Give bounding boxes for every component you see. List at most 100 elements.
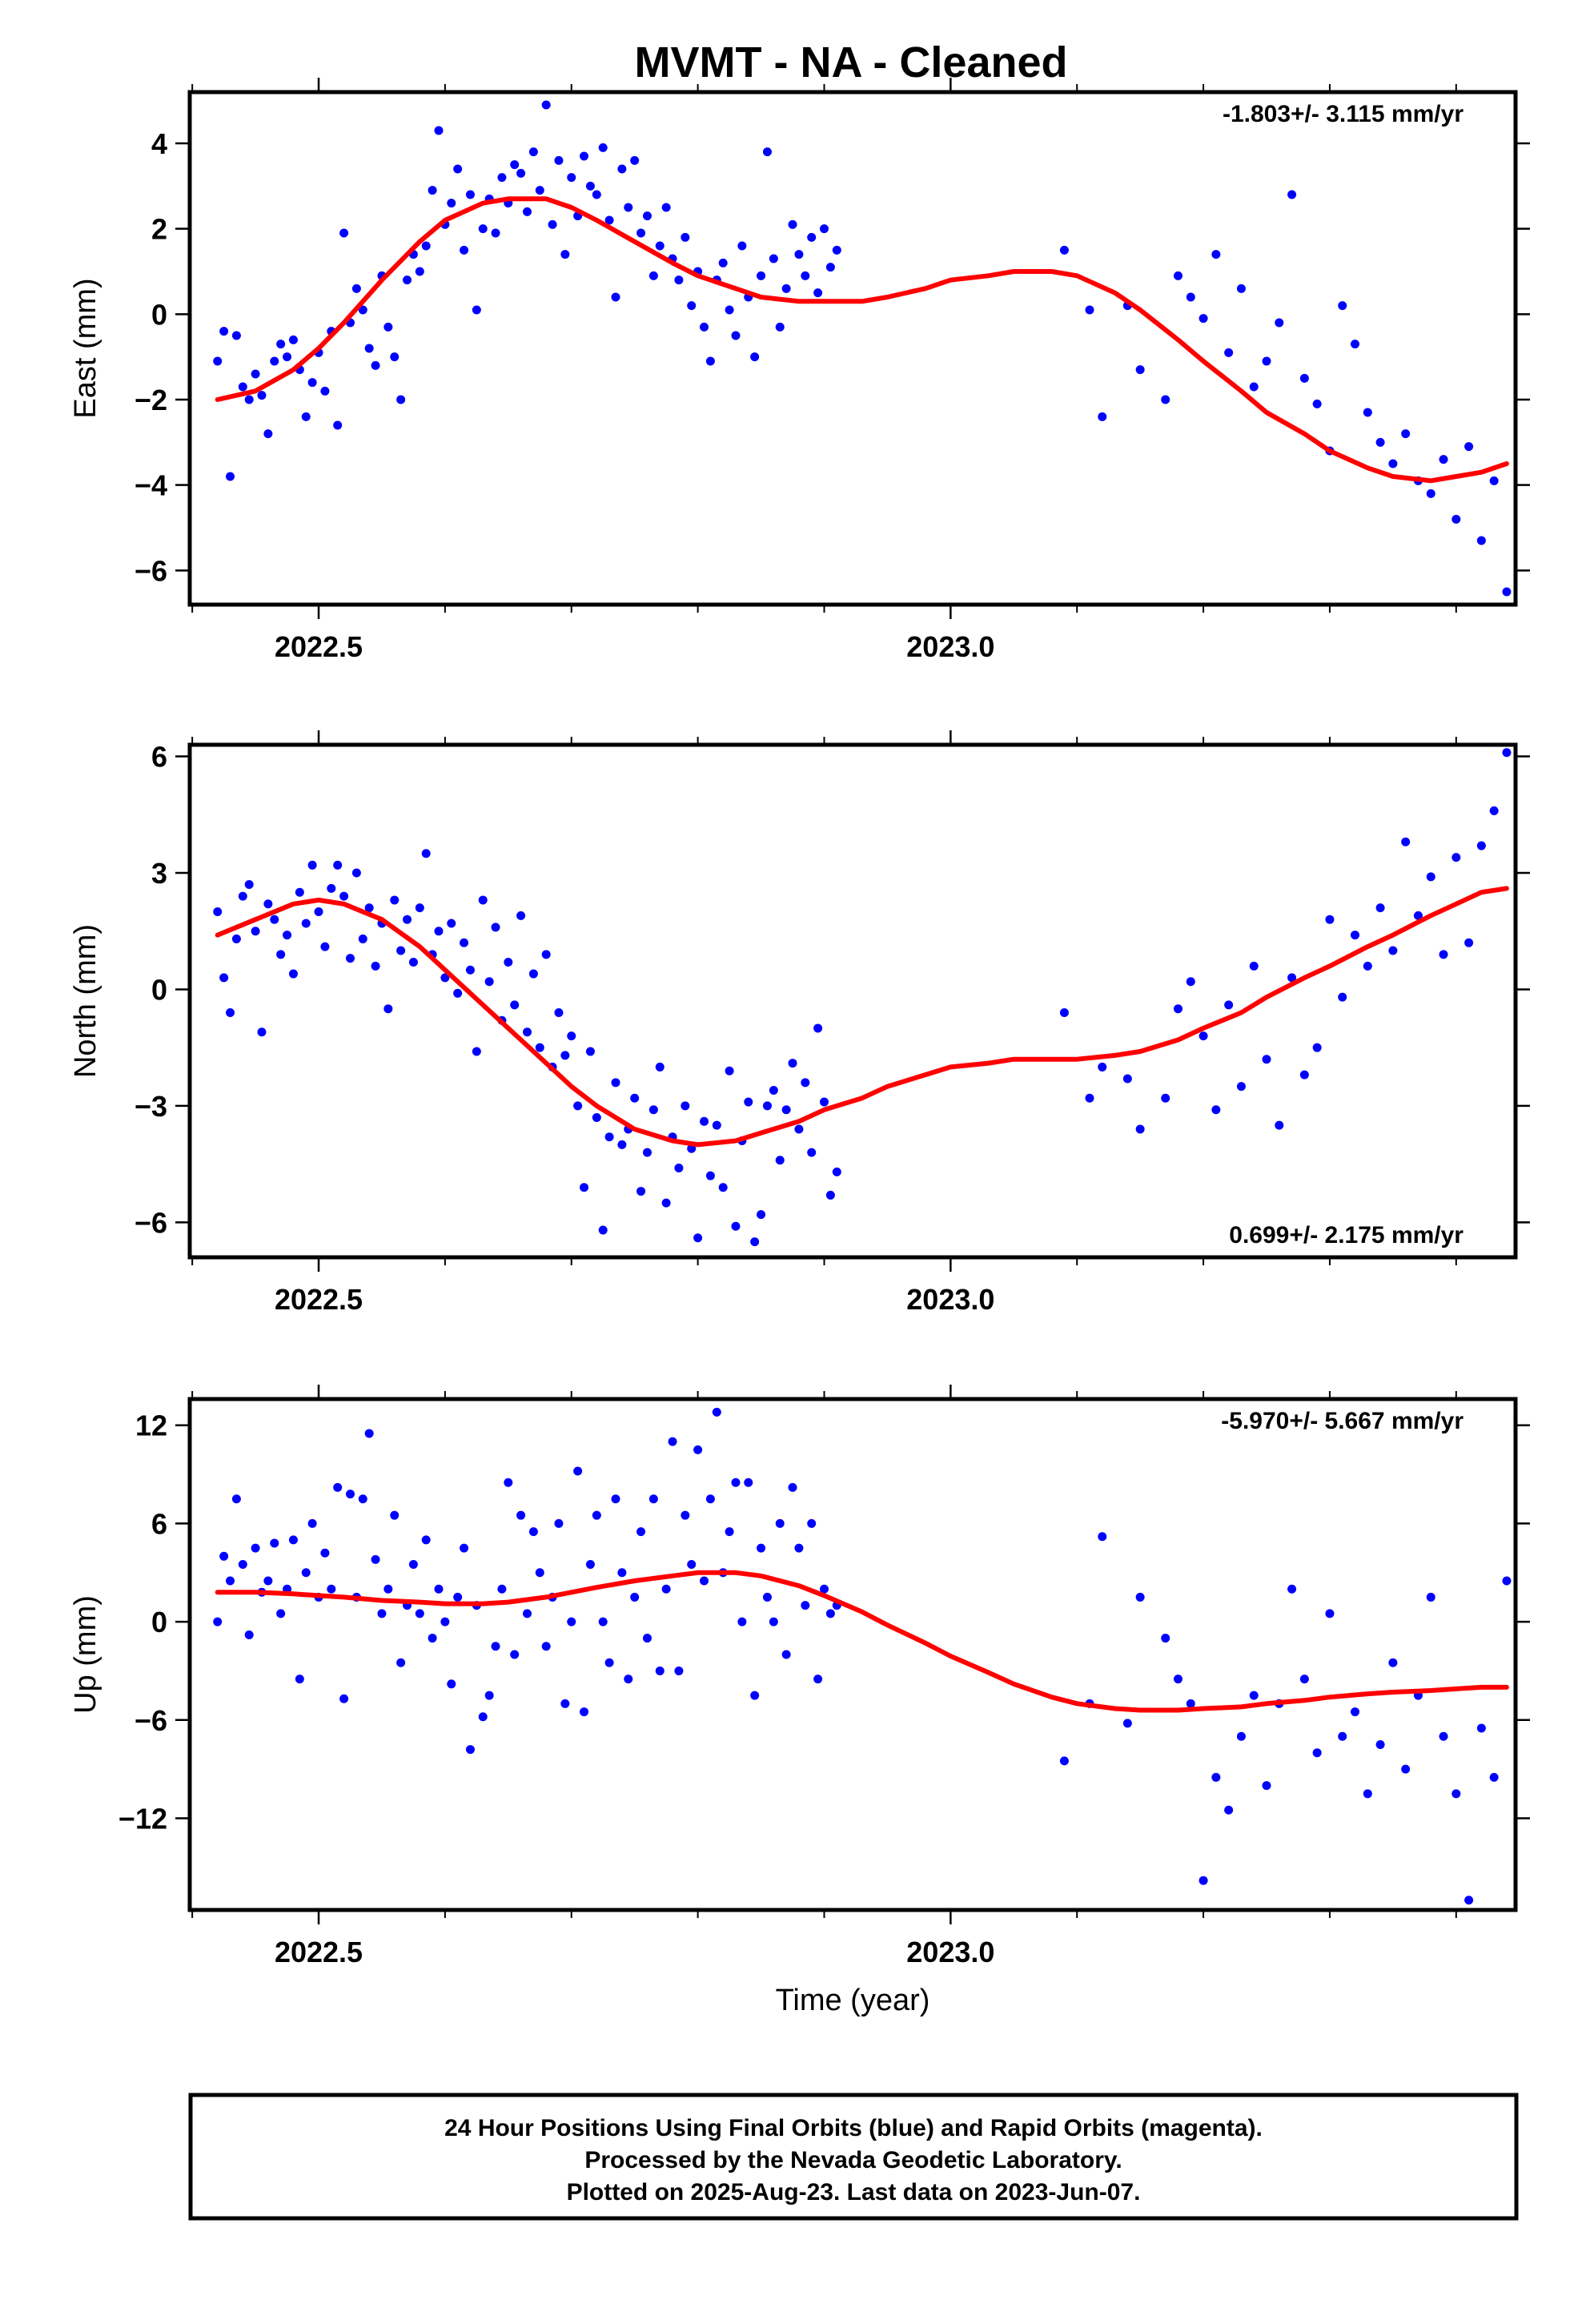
up-data-point	[813, 1675, 823, 1684]
east-data-point	[1452, 514, 1461, 524]
east-data-point	[1287, 190, 1297, 199]
up-data-point	[661, 1584, 671, 1594]
north-data-point	[750, 1237, 760, 1247]
north-data-point	[415, 903, 424, 913]
up-data-point	[560, 1699, 570, 1708]
up-x-tick-label: 2023.0	[906, 1936, 994, 1968]
up-data-point	[794, 1543, 804, 1553]
north-data-point	[630, 1093, 640, 1103]
north-data-point	[396, 946, 406, 955]
north-data-point	[825, 1190, 835, 1200]
east-data-point	[257, 391, 267, 400]
east-y-tick-label: −4	[135, 469, 167, 502]
north-data-point	[301, 919, 311, 928]
up-data-point	[390, 1510, 400, 1520]
east-y-tick-label: −2	[135, 384, 167, 416]
north-data-point	[731, 1221, 741, 1231]
north-data-point	[801, 1078, 810, 1088]
up-data-point	[655, 1666, 665, 1675]
east-data-point	[1236, 283, 1246, 293]
up-data-point	[516, 1510, 526, 1520]
up-data-point	[522, 1609, 532, 1618]
east-data-point	[339, 228, 349, 238]
north-y-tick-label: 6	[151, 741, 167, 774]
north-y-tick-label: −3	[135, 1090, 167, 1123]
east-data-point	[390, 352, 400, 362]
up-data-point	[807, 1518, 817, 1528]
east-data-point	[794, 250, 804, 259]
north-data-point	[1161, 1093, 1170, 1103]
up-data-point	[598, 1617, 608, 1626]
north-data-point	[472, 1047, 481, 1056]
up-data-point	[801, 1601, 810, 1610]
north-data-point	[1375, 903, 1385, 913]
up-data-point	[819, 1584, 829, 1594]
north-rate-label: 0.699+/- 2.175 mm/yr	[1229, 1222, 1464, 1248]
east-data-point	[725, 305, 734, 315]
east-data-point	[560, 250, 570, 259]
north-data-point	[327, 883, 336, 893]
east-data-point	[592, 190, 601, 199]
north-data-point	[522, 1027, 532, 1037]
east-data-point	[244, 395, 254, 404]
north-data-point	[598, 1225, 608, 1235]
up-data-point	[1401, 1764, 1411, 1774]
up-data-point	[528, 1527, 538, 1537]
up-data-point	[712, 1407, 721, 1417]
up-data-point	[491, 1642, 500, 1651]
north-data-point	[226, 1008, 235, 1018]
east-data-point	[263, 429, 273, 439]
north-x-tick-label: 2023.0	[906, 1283, 994, 1316]
north-data-point	[447, 919, 456, 928]
east-data-point	[737, 241, 747, 251]
up-data-point	[585, 1560, 595, 1570]
east-data-point	[548, 219, 557, 229]
east-data-point	[1502, 587, 1512, 597]
up-data-point	[674, 1666, 684, 1675]
north-data-point	[251, 927, 260, 936]
up-data-point	[447, 1679, 456, 1689]
north-x-tick-label: 2022.5	[275, 1283, 363, 1316]
north-data-point	[307, 860, 317, 870]
east-data-point	[1224, 348, 1234, 357]
up-data-point	[580, 1707, 589, 1717]
up-data-point	[725, 1527, 734, 1537]
north-data-point	[819, 1097, 829, 1107]
north-data-point	[567, 1031, 576, 1041]
east-data-point	[1098, 412, 1107, 421]
north-data-point	[1262, 1055, 1271, 1064]
up-data-point	[453, 1592, 463, 1602]
east-data-point	[415, 267, 424, 276]
north-data-point	[655, 1062, 665, 1072]
up-data-point	[276, 1609, 286, 1618]
east-data-point	[541, 100, 551, 110]
north-data-point	[383, 1004, 393, 1014]
north-data-point	[283, 931, 292, 940]
east-data-point	[1388, 459, 1398, 468]
north-data-point	[408, 958, 418, 967]
up-data-point	[484, 1691, 494, 1700]
north-data-point	[371, 961, 380, 971]
up-data-point	[428, 1634, 437, 1643]
north-data-point	[270, 915, 279, 924]
up-data-point	[339, 1694, 349, 1703]
north-data-point	[744, 1097, 753, 1107]
east-data-point	[522, 207, 532, 216]
north-data-point	[1098, 1062, 1107, 1072]
north-data-point	[560, 1051, 570, 1060]
up-data-point	[668, 1437, 677, 1446]
east-data-point	[617, 164, 627, 174]
up-data-point	[1236, 1731, 1246, 1741]
up-data-point	[377, 1609, 387, 1618]
up-data-point	[1351, 1707, 1360, 1717]
east-data-point	[301, 412, 311, 421]
north-data-point	[1236, 1082, 1246, 1092]
north-data-point	[333, 860, 343, 870]
east-data-point	[1085, 305, 1094, 315]
north-data-point	[1059, 1008, 1069, 1018]
north-data-point	[1401, 837, 1411, 846]
east-data-point	[383, 322, 393, 332]
up-data-point	[573, 1466, 583, 1476]
up-y-tick-label: 6	[151, 1507, 167, 1540]
up-data-point	[219, 1551, 229, 1561]
